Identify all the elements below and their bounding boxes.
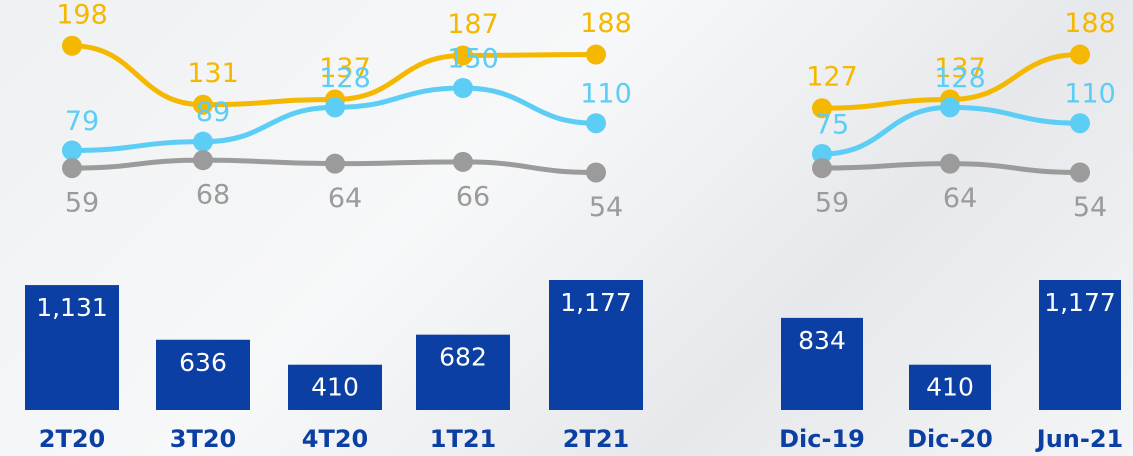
x-tick-label: 3T20 bbox=[170, 425, 236, 453]
bar bbox=[781, 317, 863, 410]
line-point bbox=[193, 150, 213, 171]
line-point bbox=[62, 140, 82, 161]
line-point bbox=[586, 113, 606, 134]
data-label: 137 bbox=[934, 53, 986, 84]
x-tick-label: Dic-20 bbox=[907, 425, 993, 453]
data-label: 89 bbox=[196, 97, 230, 128]
data-label: 188 bbox=[1064, 8, 1116, 39]
line-point bbox=[940, 97, 960, 118]
data-label: 59 bbox=[65, 188, 99, 219]
bar-label: 834 bbox=[798, 326, 846, 355]
bar-label: 1,177 bbox=[1044, 288, 1116, 317]
data-label: 59 bbox=[815, 188, 849, 219]
bar-label: 410 bbox=[926, 373, 974, 402]
line-point bbox=[453, 78, 473, 98]
bar-label: 636 bbox=[179, 348, 227, 377]
data-label: 110 bbox=[1064, 79, 1116, 110]
data-label: 54 bbox=[1073, 192, 1107, 223]
x-tick-label: 1T21 bbox=[430, 425, 496, 453]
line-point bbox=[812, 144, 832, 164]
bar-label: 1,177 bbox=[560, 288, 632, 317]
line-point bbox=[940, 153, 960, 174]
line-point bbox=[1070, 162, 1090, 183]
line-point bbox=[325, 97, 345, 118]
data-label: 79 bbox=[65, 106, 99, 137]
data-label: 75 bbox=[815, 110, 849, 141]
line-point bbox=[812, 158, 832, 179]
data-label: 128 bbox=[934, 63, 986, 94]
bar bbox=[156, 339, 250, 410]
data-label: 198 bbox=[56, 0, 108, 30]
line-point bbox=[62, 158, 82, 179]
bar bbox=[25, 285, 119, 410]
x-tick-label: 2T21 bbox=[563, 425, 629, 453]
data-label: 128 bbox=[319, 63, 371, 94]
x-tick-label: 4T20 bbox=[302, 425, 368, 453]
bar-label: 1,131 bbox=[36, 293, 108, 322]
data-label: 54 bbox=[589, 192, 623, 223]
line-point bbox=[62, 35, 82, 56]
bar bbox=[416, 334, 510, 410]
data-label: 66 bbox=[456, 181, 490, 212]
data-label: 64 bbox=[328, 183, 362, 214]
line-point bbox=[453, 45, 473, 66]
data-label: 131 bbox=[187, 58, 239, 89]
bar bbox=[909, 364, 991, 410]
data-label: 68 bbox=[196, 180, 230, 211]
line-point bbox=[453, 151, 473, 172]
line-point bbox=[193, 131, 213, 152]
x-tick-label: 2T20 bbox=[39, 425, 105, 453]
data-label: 127 bbox=[806, 62, 858, 93]
bar bbox=[1039, 280, 1121, 410]
bar bbox=[549, 280, 643, 410]
line-point bbox=[812, 98, 832, 119]
data-label: 150 bbox=[447, 44, 499, 75]
bar-label: 410 bbox=[311, 373, 359, 402]
line-point bbox=[1070, 44, 1090, 65]
data-label: 137 bbox=[319, 53, 371, 84]
line-point bbox=[193, 94, 213, 115]
line-point bbox=[586, 44, 606, 65]
data-label: 187 bbox=[447, 9, 499, 40]
line-point bbox=[1070, 113, 1090, 134]
x-tick-label: Jun-21 bbox=[1035, 425, 1123, 453]
line-point bbox=[586, 162, 606, 183]
data-label: 188 bbox=[580, 8, 632, 39]
data-label: 110 bbox=[580, 79, 632, 110]
data-label: 64 bbox=[943, 183, 977, 214]
bar-label: 682 bbox=[439, 343, 487, 372]
bar bbox=[288, 364, 382, 410]
x-tick-label: Dic-19 bbox=[779, 425, 865, 453]
line-point bbox=[325, 153, 345, 174]
